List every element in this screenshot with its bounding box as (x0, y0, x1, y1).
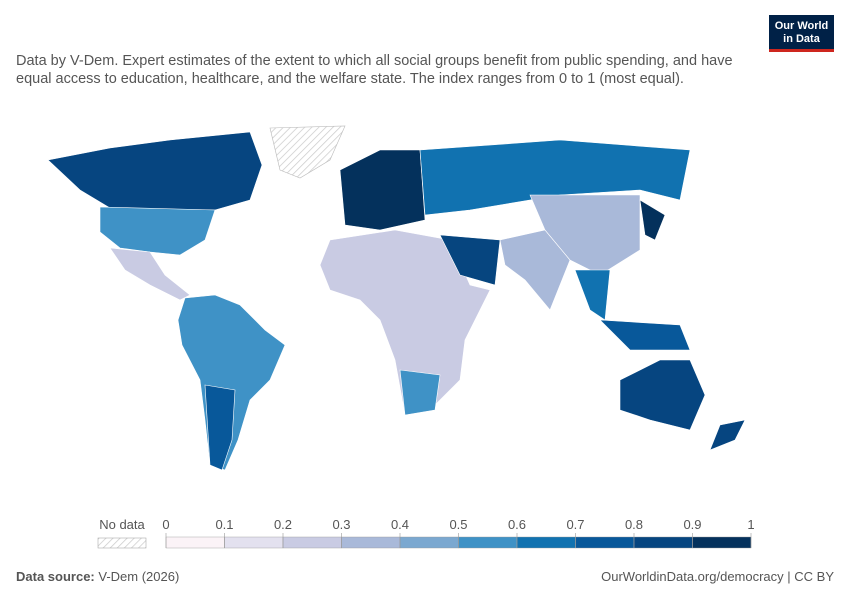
japan[interactable] (639, 199, 666, 241)
legend-tick-label: 0.6 (508, 517, 526, 532)
europe[interactable] (339, 149, 426, 231)
legend: No data 0 0.1 0.2 0.3 0.4 0.5 0.6 0.7 0.8 0.9 1 (97, 517, 755, 549)
legend-swatch (516, 536, 576, 549)
subtitle: Data by V-Dem. Expert estimates of the e… (16, 53, 733, 87)
indonesia[interactable] (599, 319, 691, 351)
australia[interactable] (619, 359, 706, 431)
legend-swatch (224, 536, 284, 549)
logo-line: in Data (783, 33, 820, 45)
legend-swatch (458, 536, 518, 549)
legend-swatch (692, 536, 752, 549)
logo-line: Our World (774, 20, 829, 32)
source-label: Data source: (16, 569, 95, 584)
legend-tick-label: 0.5 (449, 517, 467, 532)
legend-no-data-label: No data (99, 517, 145, 532)
argentina-chile[interactable] (204, 384, 236, 471)
legend-swatch (575, 536, 635, 549)
south-america[interactable] (177, 294, 286, 471)
countries (47, 125, 746, 471)
legend-tick-label: 0.8 (625, 517, 643, 532)
source-text: V-Dem (2026) (98, 569, 180, 584)
canada[interactable] (47, 131, 263, 211)
greenland[interactable] (269, 125, 346, 179)
legend-swatch (633, 536, 693, 549)
russia[interactable] (419, 139, 691, 216)
legend-tick-label: 0.4 (391, 517, 409, 532)
usa[interactable] (99, 206, 216, 256)
middle-east[interactable] (439, 234, 501, 286)
legend-tick-label: 0.3 (332, 517, 350, 532)
legend-tick-label: 0 (162, 517, 169, 532)
legend-tick-label: 1 (747, 517, 754, 532)
url[interactable]: OurWorldinData.org/democracy | CC BY (601, 569, 834, 584)
legend-swatch (165, 536, 225, 549)
legend-tick-label: 0.1 (215, 517, 233, 532)
mexico[interactable] (109, 247, 191, 301)
legend-swatch (341, 536, 401, 549)
south-africa[interactable] (399, 369, 441, 416)
legend-tick-label: 0.9 (683, 517, 701, 532)
legend-tick-label: 0.7 (566, 517, 584, 532)
logo[interactable]: Our World in Data (769, 15, 834, 52)
legend-swatch (399, 536, 459, 549)
new-zealand[interactable] (709, 419, 746, 451)
legend-swatch (282, 536, 342, 549)
legend-no-data-swatch (97, 537, 147, 549)
source: Data source: V-Dem (2026) (16, 569, 179, 584)
southeast-asia[interactable] (574, 269, 611, 321)
legend-tick-label: 0.2 (274, 517, 292, 532)
